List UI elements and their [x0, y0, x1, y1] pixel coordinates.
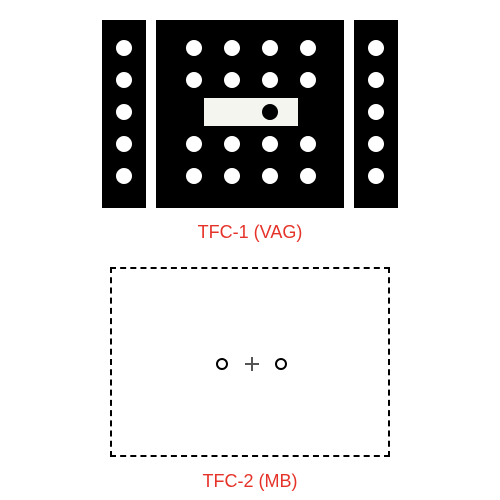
hole	[368, 168, 384, 184]
hole	[186, 40, 202, 56]
left-side-panel	[102, 20, 146, 208]
hole	[224, 168, 240, 184]
hole	[368, 72, 384, 88]
hole	[262, 40, 278, 56]
strap-hole	[300, 104, 316, 120]
hole	[116, 40, 132, 56]
hole	[186, 72, 202, 88]
hole	[262, 72, 278, 88]
target-ring	[275, 358, 287, 370]
hole	[224, 72, 240, 88]
hole	[186, 136, 202, 152]
right-side-panel	[354, 20, 398, 208]
hole	[262, 136, 278, 152]
center-strap	[204, 98, 298, 126]
target-ring	[216, 358, 228, 370]
caption-tfc-1: TFC-1 (VAG)	[198, 222, 303, 243]
hole	[368, 104, 384, 120]
tfc-1-diagram	[100, 20, 400, 208]
hole	[116, 168, 132, 184]
hole	[300, 136, 316, 152]
hole	[116, 136, 132, 152]
hole	[186, 168, 202, 184]
tfc-2-diagram	[110, 267, 390, 457]
hole	[300, 72, 316, 88]
center-panel	[156, 20, 344, 208]
hole	[300, 40, 316, 56]
strap-hole	[262, 104, 278, 120]
hole	[116, 72, 132, 88]
hole	[262, 168, 278, 184]
hole	[300, 168, 316, 184]
hole	[368, 136, 384, 152]
hole	[368, 40, 384, 56]
crosshair-icon	[245, 357, 259, 371]
caption-tfc-2: TFC-2 (MB)	[203, 471, 298, 492]
hole	[116, 104, 132, 120]
hole	[224, 40, 240, 56]
hole	[224, 136, 240, 152]
